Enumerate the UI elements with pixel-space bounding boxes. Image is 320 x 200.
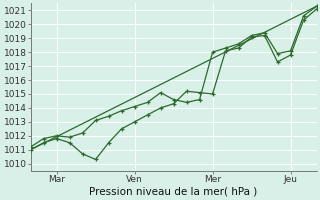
X-axis label: Pression niveau de la mer( hPa ): Pression niveau de la mer( hPa ): [90, 187, 258, 197]
